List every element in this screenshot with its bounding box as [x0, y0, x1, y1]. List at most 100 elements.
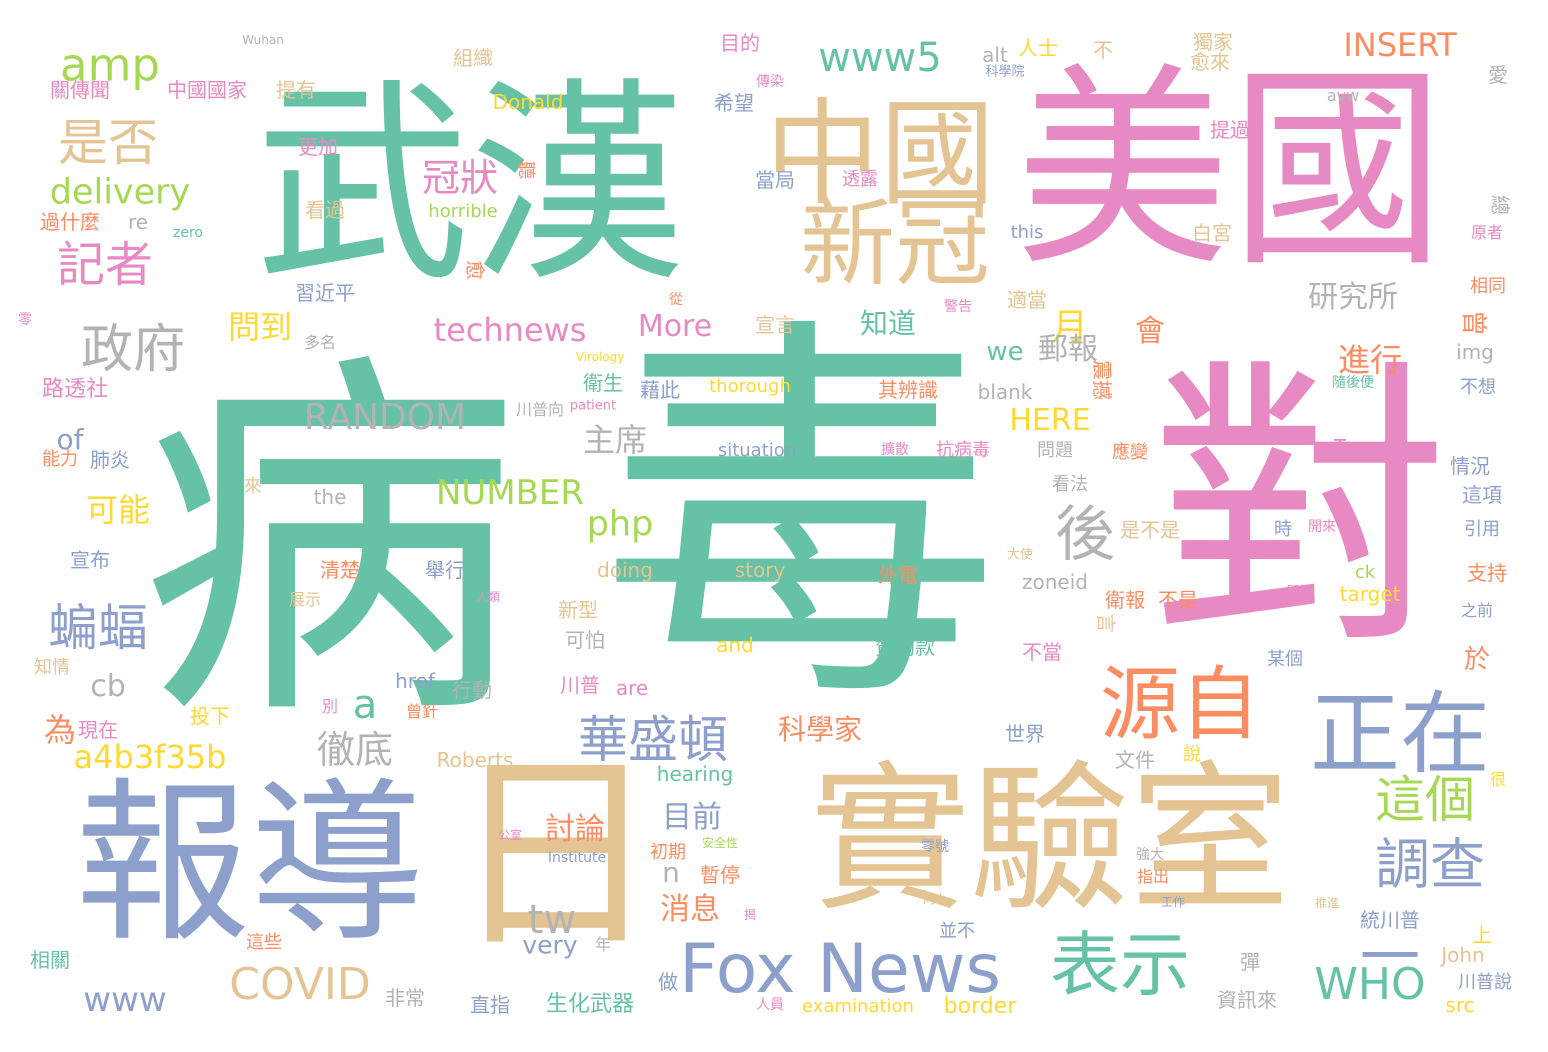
cloud-word: 宣布 [70, 548, 110, 572]
cloud-word: 於 [1463, 645, 1491, 675]
cloud-word: 不是 [1158, 588, 1198, 612]
cloud-word: story [734, 558, 786, 582]
cloud-word: 當局 [755, 168, 795, 192]
cloud-word: 會 [1135, 314, 1165, 349]
cloud-word: tw [527, 897, 577, 943]
cloud-word: situation [717, 440, 797, 461]
cloud-word: 隨後便 [1332, 375, 1374, 391]
cloud-word: 徹底 [316, 728, 394, 772]
cloud-word: 別 [321, 697, 339, 716]
cloud-word: 這個 [1375, 771, 1475, 829]
cloud-word: 知情 [34, 657, 70, 678]
cloud-word: 武漢 [255, 59, 685, 311]
cloud-word: 組織 [453, 46, 493, 70]
cloud-word: 非常 [385, 986, 425, 1010]
cloud-word: 開來 [1308, 519, 1336, 535]
cloud-word: 提過 [1210, 118, 1250, 142]
cloud-word: 郵報 [1038, 332, 1098, 367]
cloud-word: 問到 [227, 308, 293, 346]
cloud-word: 支持 [1467, 561, 1507, 585]
cloud-word: avw [1326, 86, 1360, 105]
cloud-word: 應變 [1112, 442, 1148, 463]
cloud-word: 表示 [1050, 924, 1190, 1006]
cloud-word: 推進 [1314, 896, 1340, 910]
cloud-word: Wuhan [242, 33, 284, 47]
cloud-word: 中國國家 [167, 78, 247, 102]
cloud-word: 過什麼 [40, 210, 100, 234]
cloud-word: 主席 [582, 421, 648, 459]
cloud-word: 科學院 [985, 64, 1025, 80]
cloud-word: 調查 [1374, 832, 1486, 897]
cloud-word: horrible [428, 201, 498, 222]
cloud-word: 某個 [1267, 649, 1303, 670]
cloud-word: 蝙蝠 [48, 599, 148, 657]
cloud-word: src [1445, 993, 1475, 1017]
cloud-word: 川普說 [1458, 972, 1512, 993]
cloud-word: 揭 [743, 908, 757, 922]
cloud-word: www [83, 980, 167, 1020]
cloud-word: 一 [1360, 923, 1420, 993]
cloud-word: 現在 [78, 718, 118, 742]
cloud-word: and [716, 633, 754, 657]
cloud-word: 擴散 [881, 442, 909, 458]
cloud-word: 從 [669, 292, 683, 308]
cloud-word: 川普向 [515, 400, 565, 419]
cloud-word: 關傳聞 [50, 78, 110, 102]
cloud-word: img [1456, 340, 1494, 364]
cloud-word: 討論 [545, 812, 605, 847]
cloud-word: 暫停 [700, 863, 740, 887]
cloud-word: 目前 [662, 800, 722, 835]
cloud-word: 做 [658, 970, 678, 994]
cloud-word: 希望 [714, 91, 754, 115]
cloud-word: 強大 [1136, 847, 1164, 863]
cloud-word: 說 [1183, 744, 1201, 765]
cloud-word: NUMBER [435, 473, 585, 513]
cloud-word: 愛 [1488, 63, 1508, 87]
cloud-word: 衛生 [583, 371, 623, 395]
cloud-word: 這些 [246, 932, 282, 953]
cloud-word: 報導 [75, 763, 425, 967]
cloud-word: 白宮 [1192, 221, 1232, 245]
cloud-word: zoneid [1022, 570, 1088, 594]
cloud-word: 獨家 [1193, 30, 1233, 54]
cloud-word: blank [977, 380, 1033, 404]
cloud-word: 相關 [30, 948, 70, 972]
cloud-word: patient [569, 398, 617, 414]
cloud-word: 大使 [1006, 547, 1034, 563]
cloud-word: 外電 [878, 563, 918, 587]
cloud-word: Virology [575, 350, 625, 364]
cloud-word: 展示 [288, 590, 322, 609]
cloud-word: 引用 [1464, 519, 1500, 540]
cloud-word: 情況 [1450, 454, 1490, 478]
cloud-word: 是否 [58, 114, 158, 172]
cloud-word: 資訊來 [1217, 988, 1277, 1012]
cloud-word: php [586, 504, 654, 545]
cloud-word: very [522, 930, 578, 960]
cloud-word: 統川普 [1360, 908, 1420, 932]
cloud-word: 科學家 [777, 713, 863, 746]
cloud-word: 零號 [921, 839, 949, 855]
cloud-word: target [1339, 582, 1401, 606]
cloud-word: this [1010, 222, 1044, 243]
cloud-word: 月 [1051, 307, 1089, 348]
cloud-word: technews [433, 311, 587, 349]
cloud-word: 是不是 [1120, 518, 1180, 542]
cloud-word: 為 [43, 711, 77, 749]
cloud-word: 原者 [1470, 223, 1504, 242]
cloud-word: 清楚 [320, 558, 360, 582]
cloud-word: 進行 [1337, 341, 1403, 379]
cloud-word: 安全性 [701, 836, 739, 850]
cloud-word: 世界 [1005, 722, 1045, 746]
cloud-word: Trump [1333, 435, 1397, 459]
cloud-word: 能力 [42, 449, 78, 470]
cloud-word: 研究所 [1308, 280, 1398, 315]
cloud-word: zero [173, 225, 203, 241]
cloud-word: 不想 [1460, 377, 1496, 398]
cloud-word: alt [982, 43, 1008, 67]
cloud-word: 行動 [452, 678, 492, 702]
cloud-word: 正在 [1310, 682, 1490, 787]
cloud-word: 言 [1094, 613, 1118, 633]
cloud-word: 對 [1150, 335, 1450, 684]
cloud-word: re [127, 210, 149, 234]
cloud-word: 毒 [600, 287, 1000, 752]
